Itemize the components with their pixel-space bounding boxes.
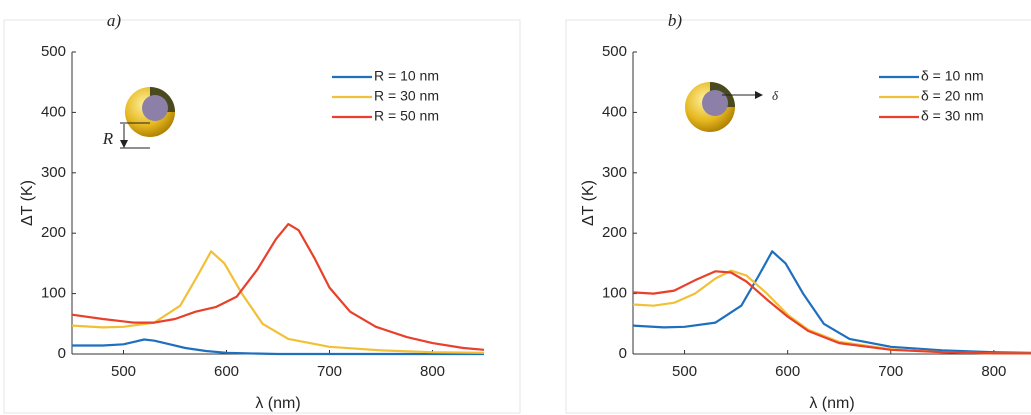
x-tick-label: 800 xyxy=(420,363,445,380)
annotation: δ xyxy=(772,88,779,103)
y-tick-label: 300 xyxy=(602,164,627,181)
panel-label: b) xyxy=(668,11,683,30)
annotation: R xyxy=(102,129,114,148)
y-tick-label: 0 xyxy=(58,345,66,362)
y-axis-label: ΔT (K) xyxy=(19,180,36,226)
line xyxy=(632,270,1031,355)
x-axis-label: λ (nm) xyxy=(809,395,854,412)
x-tick-label: 700 xyxy=(317,363,342,380)
y-tick-label: 100 xyxy=(41,285,66,302)
legend-label: R = 10 nm xyxy=(374,68,439,84)
y-tick-label: 200 xyxy=(602,224,627,241)
y-tick-label: 0 xyxy=(619,345,627,362)
x-axis-label: λ (nm) xyxy=(255,395,300,412)
panel-frame xyxy=(565,19,1031,414)
y-tick-label: 500 xyxy=(602,43,627,60)
panel-frame xyxy=(3,19,521,414)
x-tick-label: 500 xyxy=(111,363,136,380)
x-tick-label: 600 xyxy=(214,363,239,380)
y-tick-label: 400 xyxy=(602,103,627,120)
inset-a xyxy=(120,87,175,149)
line xyxy=(632,250,1031,354)
legend-label: δ = 20 nm xyxy=(921,88,984,104)
legend-label: R = 30 nm xyxy=(374,88,439,104)
y-tick-label: 100 xyxy=(602,285,627,302)
panel-label: a) xyxy=(107,11,122,30)
y-axis-label: ΔT (K) xyxy=(580,180,597,226)
y-tick-label: 500 xyxy=(41,43,66,60)
x-tick-label: 800 xyxy=(981,363,1006,380)
line xyxy=(72,338,484,356)
line xyxy=(71,223,485,351)
y-tick-label: 200 xyxy=(41,224,66,241)
inset-b xyxy=(685,82,763,132)
line xyxy=(71,250,485,354)
x-tick-label: 700 xyxy=(878,363,903,380)
x-tick-label: 500 xyxy=(672,363,697,380)
x-tick-label: 600 xyxy=(775,363,800,380)
legend-label: δ = 30 nm xyxy=(921,108,984,124)
y-tick-label: 300 xyxy=(41,164,66,181)
legend-label: δ = 10 nm xyxy=(921,68,984,84)
legend-label: R = 50 nm xyxy=(374,108,439,124)
y-tick-label: 400 xyxy=(41,103,66,120)
